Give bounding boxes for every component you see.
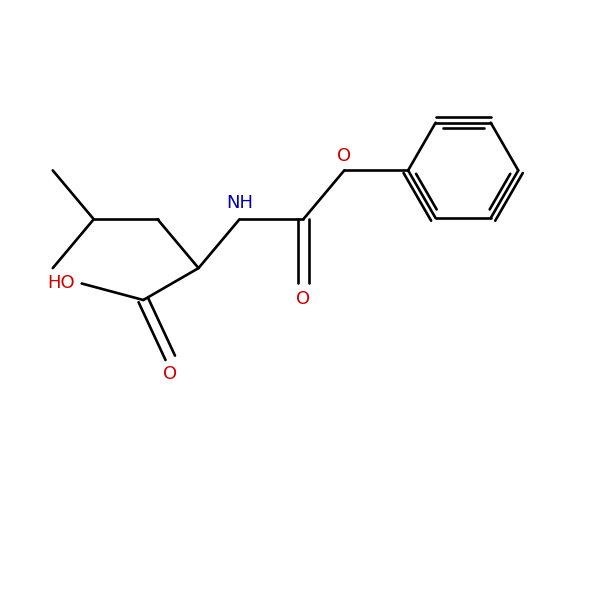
Text: O: O (296, 290, 310, 308)
Text: NH: NH (226, 194, 253, 212)
Text: O: O (163, 365, 178, 383)
Text: O: O (337, 146, 352, 164)
Text: HO: HO (47, 274, 75, 292)
